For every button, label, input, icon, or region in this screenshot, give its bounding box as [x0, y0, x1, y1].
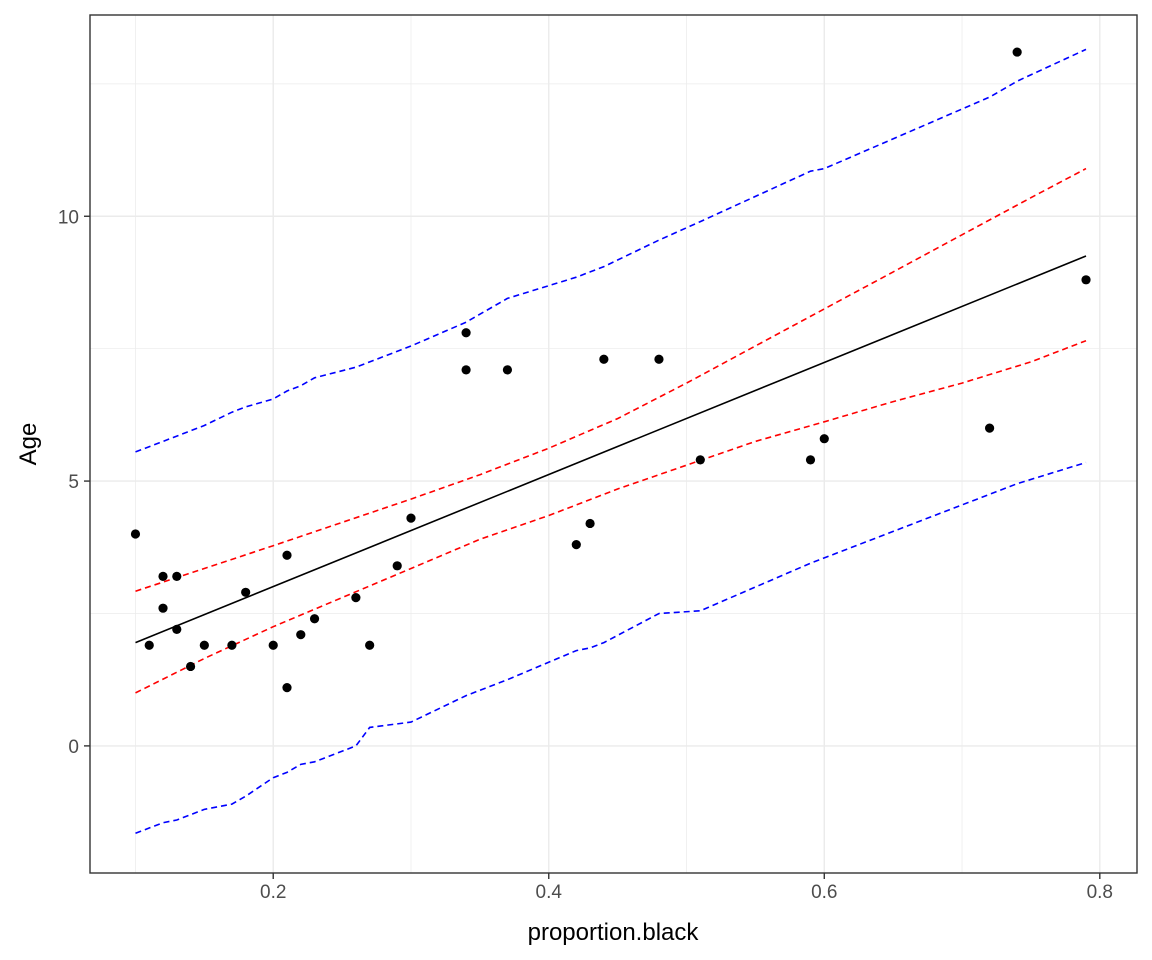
data-point: [351, 592, 361, 603]
data-point: [309, 614, 320, 624]
x-axis: 0.2 0.4 0.6 0.8: [260, 873, 1113, 903]
x-tick-label: 0.6: [811, 882, 837, 903]
data-point: [268, 640, 278, 650]
data-point: [1012, 47, 1022, 57]
data-point: [241, 587, 251, 597]
data-point: [819, 434, 829, 444]
data-point: [199, 640, 209, 650]
data-point: [144, 640, 154, 650]
x-tick-label: 0.2: [260, 882, 286, 903]
data-point: [502, 365, 513, 375]
data-point: [172, 571, 182, 582]
data-point: [1081, 275, 1091, 285]
data-point: [585, 518, 595, 529]
data-point: [130, 529, 141, 539]
y-tick-label: 5: [68, 472, 79, 493]
data-point: [695, 455, 705, 465]
series: [135, 48, 1087, 835]
data-point: [461, 365, 471, 375]
data-point: [461, 328, 471, 338]
data-point: [185, 661, 196, 672]
data-point: [172, 624, 182, 634]
data-point: [805, 455, 816, 465]
x-axis-title: proportion.black: [528, 919, 700, 946]
series-line-prediction-upper: [135, 48, 1087, 453]
data-point: [984, 423, 995, 433]
series-line-confidence-upper: [135, 167, 1087, 592]
data-point: [282, 683, 292, 693]
series-line-prediction-lower: [135, 461, 1087, 835]
series-line-fit: [135, 255, 1087, 644]
data-point: [571, 540, 581, 550]
panel-border: [89, 14, 1138, 874]
data-point: [365, 640, 375, 650]
x-tick-label: 0.4: [536, 882, 563, 903]
y-axis: 0 5 10: [58, 207, 90, 758]
plot-panel: [90, 15, 1137, 873]
data-point: [296, 630, 306, 640]
data-point: [158, 571, 168, 582]
y-axis-title: Age: [15, 423, 42, 466]
data-point: [392, 561, 402, 571]
y-tick-label: 0: [68, 737, 79, 758]
x-tick-label: 0.8: [1087, 882, 1113, 903]
series-line-confidence-lower: [135, 339, 1087, 694]
y-tick-label: 10: [58, 207, 79, 228]
data-point: [406, 513, 416, 523]
data-point: [227, 640, 237, 650]
data-point: [654, 354, 664, 364]
data-point: [599, 354, 609, 364]
grid: [90, 15, 1137, 873]
data-point: [282, 550, 292, 560]
data-point: [158, 603, 168, 613]
points: [130, 47, 1091, 693]
